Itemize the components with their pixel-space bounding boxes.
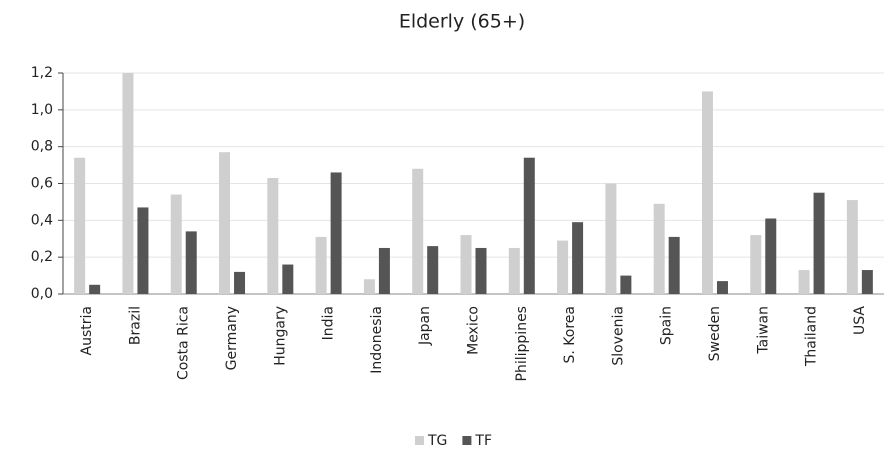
bar (475, 247, 487, 294)
bar (572, 222, 584, 294)
bar (750, 235, 762, 294)
bar (137, 207, 149, 294)
legend-label: TF (474, 433, 492, 449)
legend-swatch (462, 436, 472, 445)
y-tick-label: 0,8 (31, 139, 53, 155)
y-tick-label: 1,0 (31, 102, 53, 118)
x-tick-label: Thailand (804, 306, 820, 367)
bar (378, 247, 390, 294)
bar (185, 231, 197, 294)
x-tick-label: USA (852, 306, 868, 335)
bar (798, 270, 810, 294)
x-tick-label: Sweden (707, 306, 723, 361)
x-tick-label: Hungary (272, 306, 288, 366)
x-tick-label: Indonesia (369, 306, 385, 374)
bar (282, 264, 294, 294)
bar (89, 284, 101, 294)
y-tick-label: 0,6 (31, 176, 53, 192)
x-tick-label: S. Korea (562, 306, 578, 363)
x-tick-label: India (321, 306, 337, 340)
y-tick-label: 0,0 (31, 286, 53, 302)
bar (846, 200, 858, 294)
x-tick-label: Brazil (127, 306, 143, 345)
bar (861, 270, 873, 294)
x-tick-label: Germany (224, 306, 240, 370)
bar (653, 203, 665, 294)
x-tick-label: Slovenia (610, 306, 626, 366)
x-tick-label: Mexico (466, 306, 482, 355)
bar (701, 91, 713, 295)
bar (170, 194, 182, 294)
y-tick-label: 1,2 (31, 65, 53, 81)
bar (122, 73, 134, 294)
bar (668, 236, 680, 294)
bar (813, 192, 825, 294)
bar (620, 275, 632, 294)
legend-label: TG (427, 433, 447, 449)
legend-swatch (415, 436, 424, 445)
x-tick-label: Japan (417, 306, 433, 346)
x-tick-label: Spain (659, 306, 675, 345)
y-tick-label: 0,4 (31, 212, 53, 228)
bar (605, 183, 617, 294)
y-tick-label: 0,2 (31, 249, 53, 265)
bar (219, 152, 231, 294)
bar (557, 240, 569, 294)
bar (330, 172, 342, 294)
x-tick-label: Philippines (514, 306, 530, 381)
bar (267, 177, 279, 294)
bar (315, 236, 327, 294)
bar (234, 271, 246, 294)
bar (74, 157, 86, 294)
bar (716, 281, 728, 294)
x-tick-label: Austria (79, 306, 95, 355)
bar (765, 218, 777, 294)
bar (363, 279, 375, 294)
chart-title: Elderly (65+) (399, 11, 525, 33)
bar (460, 235, 472, 294)
bar (523, 157, 535, 294)
bar (412, 168, 424, 294)
x-tick-label: Taiwan (755, 306, 771, 355)
bar (427, 246, 439, 294)
bar (508, 247, 520, 294)
x-tick-label: Costa Rica (176, 306, 192, 380)
